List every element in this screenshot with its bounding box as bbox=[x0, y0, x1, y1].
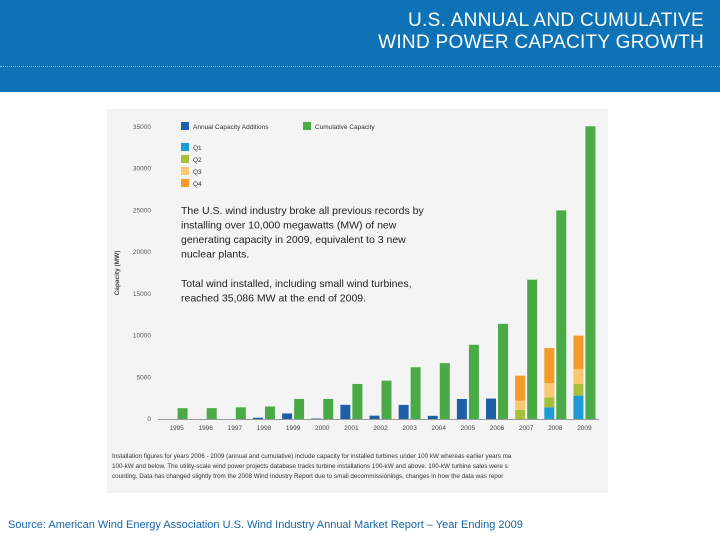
y-axis-label: Capacity (MW) bbox=[114, 251, 121, 296]
x-tick-label: 2000 bbox=[315, 425, 330, 432]
chart-footnote: Installation figures for years 2006 - 20… bbox=[112, 452, 606, 482]
annotation-line: generating capacity in 2009, equivalent … bbox=[181, 234, 406, 246]
cumulative-bar bbox=[585, 126, 596, 419]
annual-quarter-bar-q3 bbox=[515, 400, 526, 410]
annotation-line: reached 35,086 MW at the end of 2009. bbox=[181, 293, 366, 305]
annual-addition-bar bbox=[369, 415, 380, 419]
title-line-2: WIND POWER CAPACITY GROWTH bbox=[378, 32, 704, 53]
x-tick-label: 1999 bbox=[286, 425, 301, 432]
annual-quarter-bar-q2 bbox=[573, 383, 584, 396]
x-tick-label: 1998 bbox=[257, 425, 272, 432]
legend-label-q2: Q2 bbox=[193, 157, 202, 164]
cumulative-bar bbox=[177, 408, 188, 419]
y-tick-label: 0 bbox=[147, 416, 151, 423]
annual-addition-bar bbox=[398, 404, 409, 419]
x-tick-label: 2003 bbox=[402, 425, 417, 432]
cumulative-bar bbox=[410, 367, 421, 419]
cumulative-bar bbox=[323, 398, 334, 419]
legend-label-cumulative: Cumulative Capacity bbox=[315, 124, 375, 131]
annual-quarter-bar-q1 bbox=[573, 395, 584, 419]
annotation-line: Total wind installed, including small wi… bbox=[181, 278, 412, 290]
annual-quarter-bar-q2 bbox=[515, 409, 526, 419]
header-divider bbox=[0, 66, 720, 67]
annual-quarter-bar-q2 bbox=[544, 397, 555, 408]
chart-panel: 35000 30000 25000 20000 15000 10000 5000 0 Capac… bbox=[107, 109, 608, 493]
annual-quarter-bar-q3 bbox=[544, 383, 555, 398]
annual-addition-bar bbox=[340, 404, 351, 419]
x-tick-label: 2004 bbox=[432, 425, 447, 432]
title-line-1: U.S. ANNUAL AND CUMULATIVE bbox=[407, 10, 704, 31]
annual-quarter-bar-q3 bbox=[573, 368, 584, 384]
legend-label-annual: Annual Capacity Additions bbox=[193, 124, 269, 131]
wind-capacity-chart: 35000 30000 25000 20000 15000 10000 5000 0 Capac… bbox=[114, 122, 599, 432]
cumulative-bar bbox=[352, 383, 363, 419]
header-banner: U.S. ANNUAL AND CUMULATIVE WIND POWER CA… bbox=[0, 0, 720, 92]
annual-addition-bar bbox=[311, 418, 322, 419]
annual-quarter-bar-q1 bbox=[544, 407, 555, 419]
annotation-line: The U.S. wind industry broke all previou… bbox=[181, 205, 425, 217]
x-tick-label: 2002 bbox=[373, 425, 388, 432]
x-tick-label: 1997 bbox=[228, 425, 243, 432]
annual-addition-bar bbox=[456, 398, 467, 419]
x-tick-label: 2009 bbox=[577, 425, 592, 432]
page-title: U.S. ANNUAL AND CUMULATIVE WIND POWER CA… bbox=[378, 10, 704, 54]
legend-label-q4: Q4 bbox=[193, 181, 202, 188]
y-tick-label: 20000 bbox=[133, 249, 151, 256]
footnote-line: counting. Data has changed slightly from… bbox=[112, 473, 504, 480]
legend-swatch-annual bbox=[181, 122, 189, 130]
y-tick-label: 35000 bbox=[133, 124, 151, 131]
y-tick-label: 15000 bbox=[133, 291, 151, 298]
footnote-line: 100-kW and below. The utility-scale wind… bbox=[112, 463, 508, 470]
annual-addition-bar bbox=[252, 417, 263, 419]
cumulative-bar bbox=[264, 406, 275, 419]
annual-addition-bar bbox=[282, 413, 293, 419]
legend-swatch-q1 bbox=[181, 143, 189, 151]
legend-swatch-q4 bbox=[181, 179, 189, 187]
legend-swatch-cumulative bbox=[303, 122, 311, 130]
legend-swatch-q2 bbox=[181, 155, 189, 163]
cumulative-bar bbox=[498, 323, 509, 419]
cumulative-bar bbox=[206, 408, 217, 419]
annotation-line: installing over 10,000 megawatts (MW) of… bbox=[181, 220, 397, 232]
y-tick-label: 30000 bbox=[133, 166, 151, 173]
annual-addition-bar bbox=[427, 415, 438, 419]
cumulative-bar bbox=[381, 380, 392, 419]
cumulative-bar bbox=[235, 407, 246, 419]
y-tick-label: 5000 bbox=[137, 374, 152, 381]
cumulative-bar bbox=[439, 363, 450, 419]
x-tick-label: 2001 bbox=[344, 425, 359, 432]
cumulative-bar bbox=[556, 210, 567, 419]
x-tick-label: 1996 bbox=[198, 425, 213, 432]
annual-addition-bar bbox=[486, 398, 497, 419]
x-tick-label: 2008 bbox=[548, 425, 563, 432]
legend-label-q3: Q3 bbox=[193, 169, 202, 176]
annotation-line: nuclear plants. bbox=[181, 249, 249, 261]
legend-label-q1: Q1 bbox=[193, 145, 202, 152]
cumulative-bar bbox=[294, 398, 305, 419]
annual-quarter-bar-q4 bbox=[544, 348, 555, 384]
x-tick-label: 2007 bbox=[519, 425, 534, 432]
y-tick-label: 10000 bbox=[133, 333, 151, 340]
source-citation: Source: American Wind Energy Association… bbox=[8, 519, 523, 531]
legend-swatch-q3 bbox=[181, 167, 189, 175]
footnote-line: Installation figures for years 2006 - 20… bbox=[112, 453, 512, 460]
x-tick-label: 1995 bbox=[169, 425, 184, 432]
x-tick-label: 2005 bbox=[461, 425, 476, 432]
annual-quarter-bar-q4 bbox=[515, 375, 526, 401]
y-tick-label: 25000 bbox=[133, 207, 151, 214]
cumulative-bar bbox=[527, 279, 538, 419]
x-tick-label: 2006 bbox=[490, 425, 505, 432]
cumulative-bar bbox=[468, 344, 479, 419]
annual-quarter-bar-q4 bbox=[573, 335, 584, 369]
